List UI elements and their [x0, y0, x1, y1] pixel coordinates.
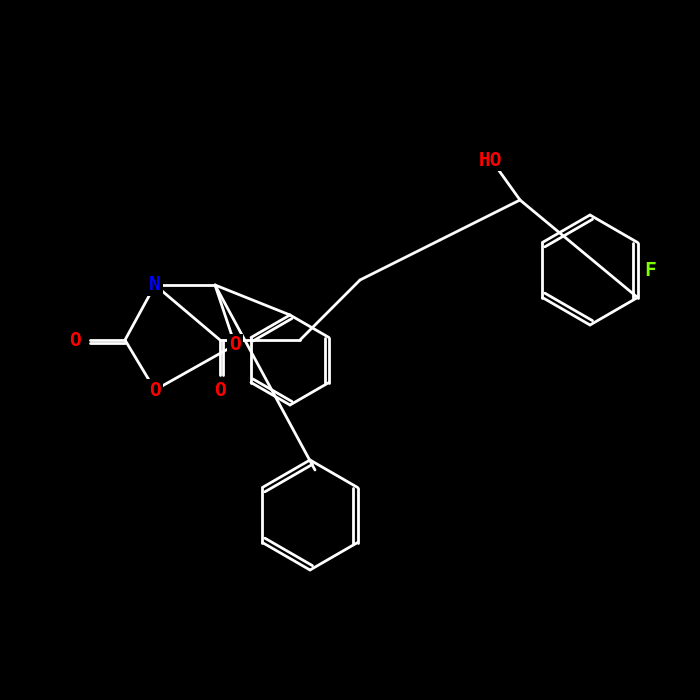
Text: O: O [69, 330, 81, 349]
Text: O: O [149, 381, 161, 400]
Text: HO: HO [478, 150, 502, 169]
Text: F: F [644, 260, 656, 279]
Text: O: O [214, 381, 226, 400]
Text: N: N [149, 276, 161, 295]
Text: O: O [229, 335, 241, 354]
